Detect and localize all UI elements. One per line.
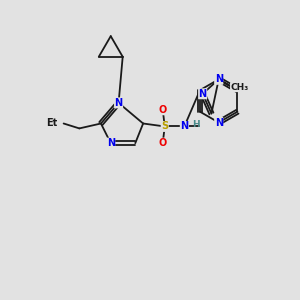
Text: O: O xyxy=(159,105,167,115)
Text: H: H xyxy=(192,120,200,129)
Text: N: N xyxy=(115,98,123,108)
Text: N: N xyxy=(107,138,115,148)
Text: Et: Et xyxy=(46,118,58,128)
Text: S: S xyxy=(161,122,168,131)
Text: N: N xyxy=(199,89,207,99)
Text: O: O xyxy=(159,138,167,148)
Text: CH₃: CH₃ xyxy=(230,83,249,92)
Text: N: N xyxy=(214,118,223,128)
Text: N: N xyxy=(214,74,223,84)
Text: N: N xyxy=(180,122,188,131)
